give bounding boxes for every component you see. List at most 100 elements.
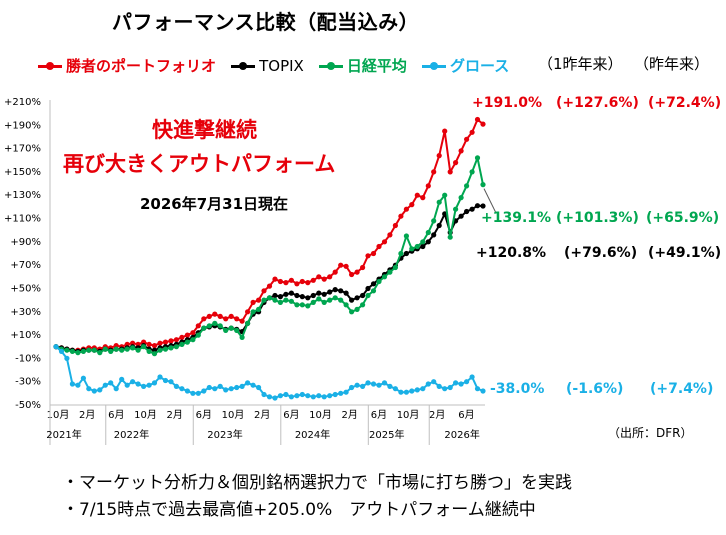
data-point: [338, 297, 344, 303]
data-point: [327, 274, 333, 280]
data-point: [431, 232, 437, 238]
data-point: [250, 299, 256, 305]
data-point: [327, 297, 333, 303]
data-point: [425, 239, 431, 245]
data-point: [173, 337, 179, 343]
topix-total: +120.8%: [476, 245, 547, 261]
data-point: [86, 386, 92, 392]
data-point: [162, 377, 169, 384]
data-point: [381, 239, 388, 245]
data-point: [266, 283, 273, 289]
x-tick-label: 2月: [167, 409, 183, 421]
data-point: [414, 192, 420, 198]
growth-since-2yr: (-1.6%): [566, 381, 624, 397]
data-point: [261, 391, 267, 398]
chart-series-layer: [53, 116, 497, 401]
data-point: [360, 264, 366, 271]
x-tick-label: 10月: [397, 409, 420, 421]
data-point: [321, 394, 327, 400]
data-point: [414, 387, 420, 393]
data-point: [469, 206, 475, 212]
data-point: [58, 348, 65, 354]
callout-line-nikkei: [483, 188, 497, 214]
data-point: [316, 290, 322, 296]
data-point: [321, 276, 327, 282]
data-point: [223, 316, 229, 322]
data-point: [250, 309, 256, 315]
data-point: [310, 394, 316, 400]
data-point: [354, 269, 360, 275]
data-point: [403, 389, 409, 395]
topix-since-1yr: (+49.1%): [648, 245, 722, 261]
topix-since-2yr: (+79.6%): [564, 245, 638, 261]
data-point: [332, 287, 338, 293]
data-point: [387, 383, 393, 389]
data-point: [146, 382, 152, 388]
data-point: [108, 348, 114, 354]
data-point: [409, 202, 415, 208]
data-point: [234, 327, 240, 333]
data-point: [332, 295, 338, 301]
data-point: [80, 375, 86, 381]
headline-note-2: 再び大きくアウトパフォーム: [63, 152, 336, 176]
data-point: [321, 291, 327, 297]
data-point: [458, 213, 464, 219]
data-point: [332, 391, 338, 398]
data-point: [480, 203, 486, 209]
nikkei-total: +139.1%: [481, 210, 552, 226]
headline-note: 快進撃継続: [152, 118, 257, 142]
data-point: [141, 344, 147, 350]
legend-label: 勝者のポートフォリオ: [66, 57, 217, 75]
x-tick-label: 2月: [429, 409, 445, 421]
data-point: [370, 381, 377, 387]
data-point: [403, 206, 409, 212]
data-point: [343, 290, 349, 296]
data-point: [294, 281, 300, 287]
data-point: [272, 297, 278, 303]
data-point: [124, 346, 130, 352]
data-point: [360, 292, 366, 299]
data-point: [245, 380, 251, 386]
data-point: [464, 379, 470, 385]
data-point: [151, 343, 158, 349]
x-tick-label: 10月: [47, 409, 70, 421]
data-point: [86, 347, 92, 353]
data-point: [425, 229, 431, 236]
y-tick-label: +70%: [10, 260, 41, 271]
data-point: [458, 148, 464, 154]
chart-axes: +210% +190% +170% +150% +130% +110% +90% +70% +5…: [4, 97, 485, 445]
data-point: [190, 390, 196, 396]
data-point: [316, 393, 322, 399]
data-point: [474, 155, 481, 161]
data-point: [387, 269, 393, 275]
data-point: [453, 206, 459, 212]
data-point: [277, 278, 283, 285]
data-point: [365, 292, 371, 299]
data-point: [338, 288, 344, 294]
winner-since-1yr: (+72.4%): [648, 95, 722, 111]
data-point: [283, 291, 289, 297]
data-point: [162, 346, 169, 352]
data-point: [343, 263, 349, 269]
data-point: [212, 386, 218, 392]
data-point: [442, 192, 448, 198]
data-point: [239, 318, 245, 324]
data-point: [310, 299, 316, 305]
data-point: [146, 341, 152, 347]
data-point: [464, 136, 470, 142]
data-point: [119, 347, 125, 353]
data-point: [294, 292, 300, 299]
data-point: [151, 380, 158, 386]
data-point: [387, 232, 393, 238]
y-tick-label: +10%: [10, 330, 41, 341]
data-point: [184, 339, 190, 345]
data-point: [447, 234, 453, 240]
data-point: [316, 274, 322, 280]
data-point: [398, 213, 404, 219]
data-point: [228, 325, 234, 331]
data-point: [266, 295, 273, 301]
data-point: [108, 380, 114, 386]
data-point: [190, 337, 196, 343]
data-point: [223, 327, 229, 333]
data-point: [151, 351, 158, 357]
